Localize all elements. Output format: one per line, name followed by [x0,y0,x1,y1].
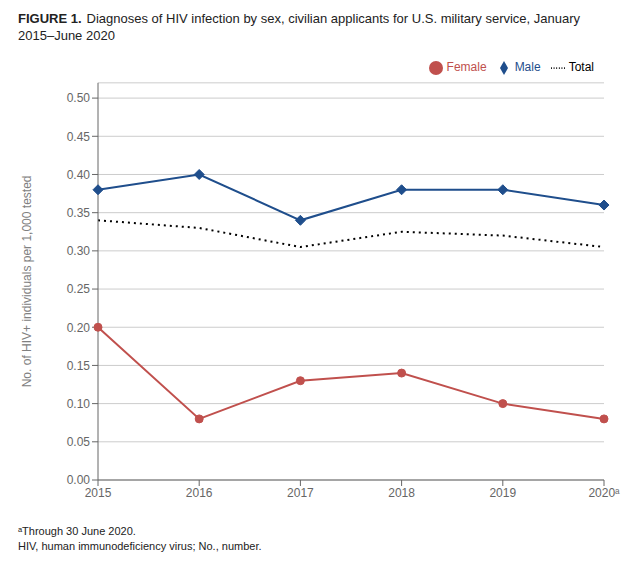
svg-text:0.40: 0.40 [67,168,91,182]
svg-text:0.10: 0.10 [67,397,91,411]
html-text:Total: Total [568,60,594,74]
svg-text:0.25: 0.25 [67,282,91,296]
svg-text:0.30: 0.30 [67,244,91,258]
svg-text:0.05: 0.05 [67,435,91,449]
svg-text:No. of HIV+ individuals per 1,: No. of HIV+ individuals per 1,000 tested [20,176,34,388]
html-text:FIGURE 1. Diagnoses of HIV inf: FIGURE 1. Diagnoses of HIV infection by … [18,11,581,43]
svg-text:0.35: 0.35 [67,206,91,220]
svg-text:2015: 2015 [85,486,112,500]
html-text:HIV, human immunodeficiency vi: HIV, human immunodeficiency virus; No., … [18,540,262,552]
svg-text:0.20: 0.20 [67,321,91,335]
html-text:Female: Female [446,60,487,74]
svg-text:2018: 2018 [388,486,415,500]
svg-text:2020ᵃ: 2020ᵃ [588,486,620,500]
svg-text:2017: 2017 [287,486,314,500]
svg-text:2019: 2019 [489,486,516,500]
html-text:ᵃThrough 30 June 2020.: ᵃThrough 30 June 2020. [18,525,136,537]
svg-text:0.45: 0.45 [67,130,91,144]
svg-text:0.00: 0.00 [67,473,91,487]
svg-text:0.50: 0.50 [67,91,91,105]
svg-text:2016: 2016 [186,486,213,500]
html-text:Male: Male [514,60,541,74]
svg-text:0.15: 0.15 [67,359,91,373]
